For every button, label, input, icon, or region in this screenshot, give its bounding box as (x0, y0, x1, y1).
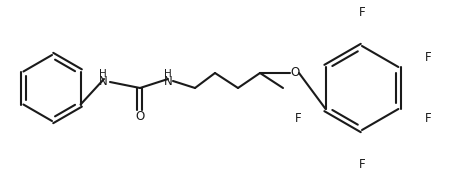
Text: F: F (294, 112, 301, 124)
Text: H: H (164, 69, 172, 79)
Text: N: N (98, 76, 107, 89)
Text: F: F (424, 52, 431, 64)
Text: F: F (358, 158, 364, 171)
Text: N: N (163, 76, 172, 89)
Text: F: F (424, 112, 431, 124)
Text: O: O (135, 111, 144, 124)
Text: O: O (290, 67, 299, 80)
Text: F: F (358, 5, 364, 18)
Text: H: H (99, 69, 106, 79)
